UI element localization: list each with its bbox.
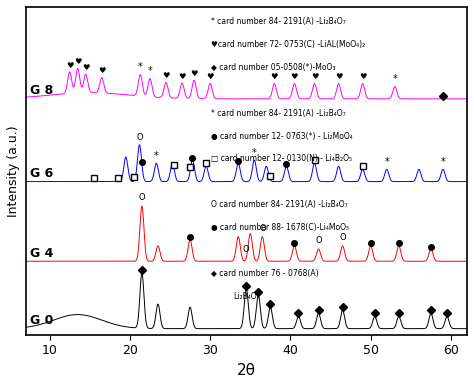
- Text: ♥: ♥: [335, 72, 342, 81]
- Text: ● card number 88- 1678(C)-Li₄MoO₅: ● card number 88- 1678(C)-Li₄MoO₅: [211, 223, 349, 232]
- Text: ♥: ♥: [191, 69, 198, 78]
- Text: ● card number 12- 0763(*) - Li₂MoO₄: ● card number 12- 0763(*) - Li₂MoO₄: [211, 132, 353, 141]
- Text: ♥: ♥: [206, 72, 214, 81]
- Text: ♥: ♥: [291, 72, 298, 81]
- Text: O: O: [315, 236, 322, 245]
- Text: ♥card number 72- 0753(C) -LiAL(MoO₄)₂: ♥card number 72- 0753(C) -LiAL(MoO₄)₂: [211, 40, 365, 49]
- Text: O: O: [339, 233, 346, 242]
- Text: O: O: [259, 224, 265, 233]
- Y-axis label: Intensity (a.u.): Intensity (a.u.): [7, 125, 20, 217]
- Text: Li₂B₄O₇: Li₂B₄O₇: [233, 292, 260, 301]
- Text: ♥: ♥: [311, 72, 318, 81]
- Text: ♥: ♥: [359, 72, 366, 81]
- Text: ♥: ♥: [74, 57, 82, 66]
- X-axis label: 2θ: 2θ: [237, 363, 256, 378]
- Text: ♥: ♥: [98, 66, 106, 75]
- Text: *: *: [154, 151, 159, 161]
- Text: O card number 84- 2191(A) -Li₂B₄O₇: O card number 84- 2191(A) -Li₂B₄O₇: [211, 200, 347, 209]
- Text: *: *: [384, 157, 389, 167]
- Text: G 6: G 6: [29, 167, 53, 180]
- Text: *: *: [392, 74, 397, 84]
- Text: □ card number 12- 0130(N) - Li₄B₂O₅: □ card number 12- 0130(N) - Li₄B₂O₅: [211, 154, 352, 164]
- Text: O: O: [136, 133, 143, 142]
- Text: ♥: ♥: [162, 71, 170, 80]
- Text: * card number 84- 2191(A) -Li₂B₄O₇: * card number 84- 2191(A) -Li₂B₄O₇: [211, 109, 346, 117]
- Text: ◆ card number 76 - 0768(A): ◆ card number 76 - 0768(A): [211, 269, 319, 278]
- Text: G 0: G 0: [29, 314, 53, 327]
- Text: O: O: [138, 193, 145, 203]
- Text: G 4: G 4: [29, 247, 53, 259]
- Text: ◆ card number 05-0508(*)-MoO₃: ◆ card number 05-0508(*)-MoO₃: [211, 63, 336, 72]
- Text: ♥: ♥: [66, 60, 73, 70]
- Text: *: *: [147, 66, 152, 76]
- Text: ♥: ♥: [178, 72, 186, 80]
- Text: ♥: ♥: [271, 72, 278, 81]
- Text: *: *: [138, 62, 143, 72]
- Text: G 8: G 8: [29, 84, 53, 97]
- Text: *: *: [252, 148, 257, 158]
- Text: * card number 84- 2191(A) -Li₂B₄O₇: * card number 84- 2191(A) -Li₂B₄O₇: [211, 17, 346, 26]
- Text: O: O: [243, 245, 250, 254]
- Text: ♥: ♥: [82, 63, 90, 72]
- Text: *: *: [441, 157, 446, 167]
